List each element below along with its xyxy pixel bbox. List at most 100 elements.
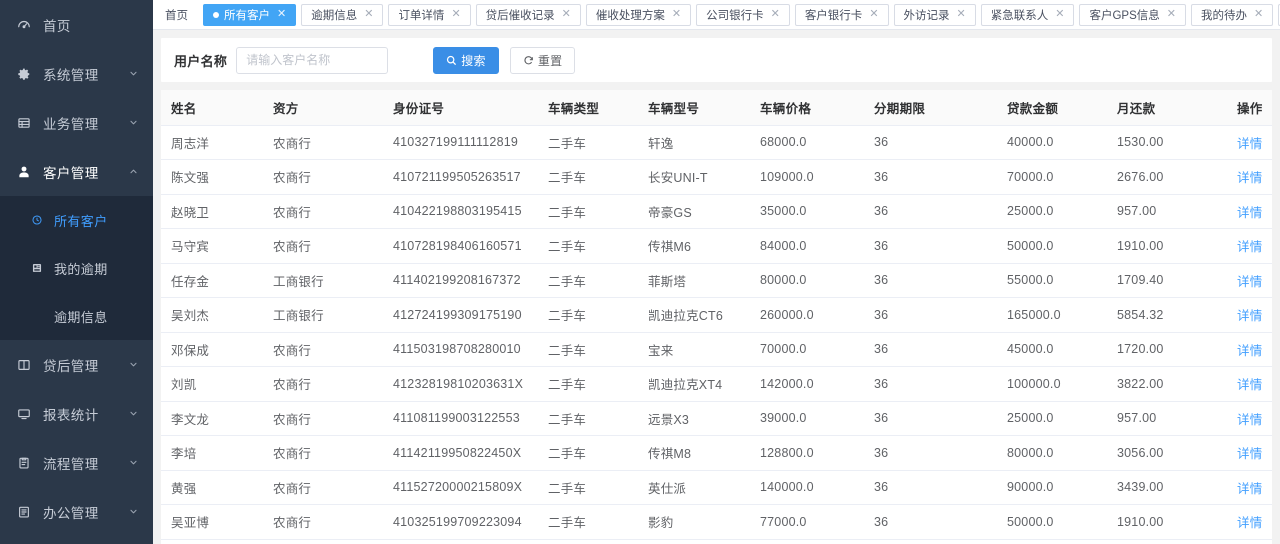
- cell-id: 411081199003122553: [383, 401, 538, 436]
- tab-11[interactable]: 我的待办 ✕: [1190, 3, 1274, 26]
- tab-12[interactable]: 我的流程✕: [1278, 3, 1280, 26]
- tab-0[interactable]: 首页: [157, 3, 198, 26]
- sidebar-item-2[interactable]: 业务管理: [0, 98, 153, 147]
- cell-price: 68000.0: [750, 125, 864, 160]
- sidebar-subitem-1[interactable]: 我的逾期: [0, 244, 153, 292]
- table-row[interactable]: 吴亚博 农商行 410325199709223094 二手车 影豹 77000.0 36 50…: [161, 504, 1272, 540]
- table-row[interactable]: 黄强 农商行 41152720000215809X 二手车 英仕派 140000.0 36 9…: [161, 470, 1272, 505]
- sidebar-item-label: 客户管理: [43, 165, 99, 181]
- cell-name: 邓保成: [161, 332, 263, 367]
- close-icon[interactable]: ✕: [770, 8, 780, 20]
- detail-link[interactable]: 详情: [1237, 516, 1263, 531]
- table-row[interactable]: 周志洋 农商行 410327199111112819 二手车 轩逸 68000.0 36 40…: [161, 125, 1272, 160]
- sidebar-subitem-0[interactable]: 所有客户: [0, 196, 153, 244]
- tab-8[interactable]: 外访记录 ✕: [893, 3, 976, 26]
- detail-link[interactable]: 详情: [1237, 481, 1263, 496]
- table-row[interactable]: 邓保成 农商行 411503198708280010 二手车 宝来 70000.0 36 45…: [161, 332, 1272, 367]
- detail-link[interactable]: 详情: [1237, 447, 1263, 462]
- table-row[interactable]: 马守宾 农商行 410728198406160571 二手车 传祺M6 84000.0 36…: [161, 228, 1272, 264]
- cell-loan: 50000.0: [997, 504, 1107, 540]
- cell-actions: 详情: [1227, 366, 1272, 402]
- tab-3[interactable]: 订单详情 ✕: [388, 3, 471, 26]
- sidebar-item-4[interactable]: 贷后管理: [0, 340, 153, 389]
- detail-link[interactable]: 详情: [1237, 240, 1263, 255]
- detail-link[interactable]: 详情: [1237, 378, 1263, 393]
- cell-term: 36: [864, 159, 997, 195]
- table-row[interactable]: 陈文强 农商行 410721199505263517 二手车 长安UNI-T 109000…: [161, 159, 1272, 195]
- table-row[interactable]: 李文龙 农商行 411081199003122553 二手车 远景X3 39000.0 36…: [161, 401, 1272, 436]
- reset-button[interactable]: 重置: [509, 46, 576, 74]
- tab-1[interactable]: 所有客户 ✕: [203, 3, 297, 26]
- table-row[interactable]: 任存金 工商银行 411402199208167372 二手车 菲斯塔 80000.0 36…: [161, 263, 1272, 298]
- sidebar-item-6[interactable]: 流程管理: [0, 438, 153, 487]
- cell-funder: 农商行: [263, 194, 383, 229]
- detail-link[interactable]: 详情: [1237, 274, 1263, 289]
- tab-6[interactable]: 公司银行卡 ✕: [696, 3, 790, 26]
- column-header-9: 操作: [1227, 90, 1272, 126]
- detail-link[interactable]: 详情: [1237, 171, 1263, 186]
- close-icon[interactable]: ✕: [1166, 8, 1176, 20]
- cell-monthly: 1910.00: [1107, 504, 1227, 540]
- cell-loan: 25000.0: [997, 401, 1107, 436]
- cell-monthly: 2676.00: [1107, 159, 1227, 195]
- chevron-down-icon: [129, 360, 139, 369]
- cell-price: 77000.0: [750, 504, 864, 540]
- tab-7[interactable]: 客户银行卡 ✕: [794, 3, 889, 26]
- sidebar-item-3[interactable]: 客户管理: [0, 147, 153, 196]
- detail-link[interactable]: 详情: [1237, 136, 1263, 151]
- cell-name: 刘凯: [161, 366, 263, 402]
- cell-loan: 25000.0: [997, 194, 1107, 229]
- cell-id: 411503198708280010: [383, 332, 538, 367]
- tab-5[interactable]: 催收处理方案 ✕: [585, 3, 692, 26]
- table-row[interactable]: 赵晓卫 农商行 410422198803195415 二手车 帝豪GS 35000.0 36…: [161, 194, 1272, 229]
- close-icon[interactable]: ✕: [1253, 8, 1264, 20]
- cell-vtype: 二手车: [538, 504, 638, 540]
- sidebar-item-7[interactable]: 办公管理: [0, 487, 153, 536]
- tab-2[interactable]: 逾期信息 ✕: [301, 3, 384, 26]
- cell-price: 128800.0: [750, 435, 864, 471]
- detail-link[interactable]: 详情: [1237, 412, 1263, 427]
- sidebar-item-5[interactable]: 报表统计: [0, 389, 153, 438]
- cell-loan: 55000.0: [997, 263, 1107, 298]
- close-icon[interactable]: ✕: [277, 8, 287, 20]
- chevron-down-icon: [129, 409, 139, 418]
- search-input[interactable]: [236, 46, 389, 74]
- close-icon[interactable]: ✕: [364, 8, 374, 20]
- page-scrollbar[interactable]: [1272, 0, 1280, 544]
- cell-funder: 工商银行: [263, 297, 383, 333]
- close-icon[interactable]: ✕: [561, 8, 571, 20]
- close-icon[interactable]: ✕: [451, 8, 461, 20]
- tab-9[interactable]: 紧急联系人 ✕: [980, 3, 1075, 26]
- sidebar-item-8[interactable]: 系统监控: [0, 536, 153, 544]
- tab-label: 公司银行卡: [706, 9, 764, 22]
- sidebar-submenu: 所有客户 我的逾期 逾期信息: [0, 196, 153, 340]
- user-icon: [16, 164, 32, 180]
- sidebar-item-label: 业务管理: [43, 116, 99, 132]
- detail-link[interactable]: 详情: [1237, 343, 1263, 358]
- tab-4[interactable]: 贷后催收记录 ✕: [475, 3, 581, 26]
- tab-label: 贷后催收记录: [485, 9, 555, 22]
- detail-link[interactable]: 详情: [1237, 309, 1263, 324]
- table-row[interactable]: 李培 农商行 41142119950822450X 二手车 传祺M8 128800.0 36…: [161, 435, 1272, 471]
- tab-bar[interactable]: 首页 所有客户 ✕ 逾期信息 ✕ 订单详情 ✕ 贷后催收记录 ✕ 催收处理方案 ✕ 公司银行卡 ✕ 客户银…: [153, 0, 1280, 30]
- cell-name: 任存金: [161, 263, 263, 298]
- cell-actions: 详情: [1227, 332, 1272, 367]
- sidebar-item-1[interactable]: 系统管理: [0, 49, 153, 98]
- close-icon[interactable]: ✕: [956, 8, 966, 20]
- table-row[interactable]: 吴刘杰 工商银行 412724199309175190 二手车 凯迪拉克CT6 26000…: [161, 297, 1272, 333]
- table-row[interactable]: 刘凯 农商行 41232819810203631X 二手车 凯迪拉克XT4 142000.…: [161, 366, 1272, 402]
- close-icon[interactable]: ✕: [671, 8, 682, 20]
- close-icon[interactable]: ✕: [1055, 8, 1065, 20]
- cell-id: 412724199309175190: [383, 297, 538, 333]
- cell-funder: 农商行: [263, 504, 383, 540]
- sidebar-item-0[interactable]: 首页: [0, 0, 153, 49]
- cell-vmodel: 远景X3: [638, 401, 750, 436]
- close-icon[interactable]: ✕: [869, 8, 879, 20]
- tab-10[interactable]: 客户GPS信息 ✕: [1079, 3, 1186, 26]
- cell-loan: 165000.0: [997, 297, 1107, 333]
- cell-vtype: 二手车: [538, 159, 638, 195]
- cell-term: 36: [864, 263, 997, 298]
- search-button[interactable]: 搜索: [433, 46, 499, 74]
- detail-link[interactable]: 详情: [1237, 205, 1263, 220]
- sidebar-subitem-2[interactable]: 逾期信息: [0, 292, 153, 340]
